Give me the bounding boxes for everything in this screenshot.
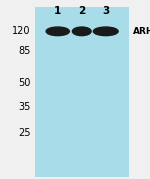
Ellipse shape [93,27,118,36]
Text: 50: 50 [18,78,31,88]
Ellipse shape [46,27,69,36]
Text: 1: 1 [54,6,61,16]
FancyBboxPatch shape [34,7,129,177]
Text: 2: 2 [78,6,85,16]
Text: 85: 85 [18,46,31,56]
Text: 3: 3 [102,6,109,16]
Text: 35: 35 [18,101,31,112]
Ellipse shape [72,27,91,36]
Text: ARHGEF1: ARHGEF1 [133,27,150,36]
Text: 25: 25 [18,128,31,138]
Text: 120: 120 [12,26,31,36]
